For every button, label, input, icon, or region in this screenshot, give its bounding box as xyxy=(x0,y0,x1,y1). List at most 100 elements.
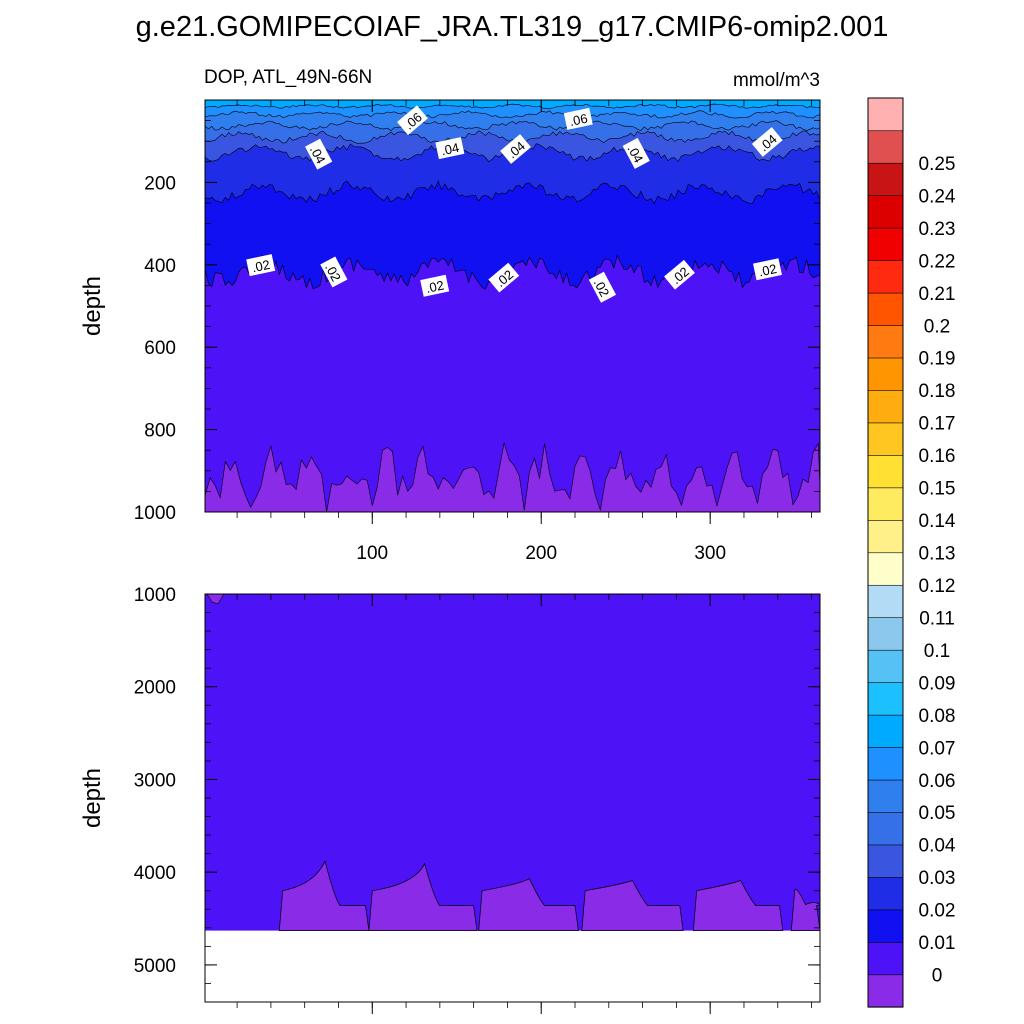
chart-title: g.e21.GOMIPECOIAF_JRA.TL319_g17.CMIP6-om… xyxy=(136,11,889,43)
contour-label: .04 xyxy=(622,137,650,169)
x-tick-label: 300 xyxy=(694,543,726,564)
contour-label-box xyxy=(320,256,348,288)
colorbar-label: 0.08 xyxy=(919,706,956,727)
colorbar-box xyxy=(867,844,904,878)
lower-axes: 1000 2000 3000 4000 5000 xyxy=(134,585,820,1014)
contour-label: .02 xyxy=(320,256,348,288)
contour-label: .02 xyxy=(588,271,617,303)
colorbar-box xyxy=(867,519,904,554)
y-tick-label: 1000 xyxy=(134,503,176,524)
contour-label-box xyxy=(397,105,428,136)
colorbar-box xyxy=(867,714,904,748)
contour-label-box xyxy=(622,137,650,169)
y-tick-label: 4000 xyxy=(134,863,176,884)
colorbar-box xyxy=(867,195,904,229)
y-tick-label: 800 xyxy=(144,421,176,442)
contour-label-text: .02 xyxy=(322,261,344,284)
contour-label: .02 xyxy=(246,254,276,277)
colorbar-label: 0.02 xyxy=(919,901,956,922)
lower-ylabel: depth xyxy=(79,768,106,828)
y-tick-label: 3000 xyxy=(134,770,176,791)
colorbar-box xyxy=(867,292,904,326)
y-tick-label: 1000 xyxy=(134,585,176,606)
colorbar-box xyxy=(867,227,904,261)
contour-label-text: .04 xyxy=(440,140,461,158)
contour-label-text: .04 xyxy=(307,143,329,166)
colorbar-label: 0.05 xyxy=(919,803,956,824)
upper-contour-fills xyxy=(205,100,820,512)
contour-label-box xyxy=(753,258,782,281)
colorbar-box xyxy=(867,909,904,943)
colorbar-box xyxy=(867,584,904,619)
lower-base-fill xyxy=(205,594,820,931)
colorbar-box xyxy=(867,746,904,781)
colorbar-box xyxy=(867,617,904,651)
contour-label: .06 xyxy=(563,107,593,130)
colorbar-label: 0.22 xyxy=(919,251,956,272)
contour-label-text: .02 xyxy=(591,276,613,299)
contour-label-text: .04 xyxy=(624,142,646,165)
contour-label-box xyxy=(751,127,783,157)
colorbar-box xyxy=(867,357,904,391)
contour-label-text: .02 xyxy=(425,277,446,295)
contour-label: .04 xyxy=(435,137,465,160)
y-tick-label: 400 xyxy=(144,256,176,277)
colorbar-box xyxy=(867,811,904,846)
lower-contour-fills xyxy=(205,594,820,931)
colorbar-box xyxy=(867,779,904,813)
colorbar-frame xyxy=(867,97,904,1008)
contour-label-text: .06 xyxy=(568,111,589,129)
contour-label-box xyxy=(420,274,450,297)
colorbar-box xyxy=(867,260,904,294)
colorbar-label: 0.01 xyxy=(919,933,956,954)
colorbar-label: 0.09 xyxy=(919,673,956,694)
colorbar-label: 0.11 xyxy=(919,608,955,629)
colorbar-box xyxy=(867,941,904,976)
y-tick-label: 600 xyxy=(144,338,176,359)
contour-label: .04 xyxy=(305,138,333,170)
colorbar-label: 0.1 xyxy=(924,641,950,662)
corner-zero-fill xyxy=(206,594,225,605)
zero-region-fill xyxy=(205,442,820,512)
contour-label-box xyxy=(500,134,532,164)
colorbar-box xyxy=(867,487,904,521)
band-fill xyxy=(205,254,820,512)
upper-axes: 200 400 600 800 1000 100 200 300 xyxy=(134,99,820,564)
colorbar-label: 0.14 xyxy=(919,511,956,532)
colorbar-label: 0.13 xyxy=(919,544,956,565)
colorbar-label: 0.17 xyxy=(919,414,956,435)
contour-label-box xyxy=(664,259,695,290)
upper-panel: .06.06.04.04.04.04.04.02.02.02.02.02.02.… xyxy=(79,99,821,564)
colorbar-label: 0.15 xyxy=(919,479,956,500)
colorbar-box xyxy=(867,162,904,196)
colorbar-box xyxy=(867,682,904,716)
colorbar-label: 0.21 xyxy=(919,284,956,305)
lower-panel: 1000 2000 3000 4000 5000 depth xyxy=(79,585,821,1014)
colorbar-label: 0.16 xyxy=(919,446,956,467)
colorbar-box xyxy=(867,454,904,489)
contour-label-box xyxy=(435,137,465,160)
contour-label-box xyxy=(588,271,617,303)
colorbar-label: 0.25 xyxy=(919,154,956,175)
x-tick-label: 100 xyxy=(356,543,388,564)
colorbar-box xyxy=(867,97,904,132)
colorbar-box xyxy=(867,389,904,424)
contour-label-text: .02 xyxy=(757,261,778,279)
colorbar-label: 0.12 xyxy=(919,576,956,597)
colorbar-box xyxy=(867,422,904,456)
colorbar-label: 0.23 xyxy=(919,219,956,240)
band-fill xyxy=(205,100,820,109)
x-tick-label: 200 xyxy=(525,543,557,564)
colorbar-label: 0.03 xyxy=(919,868,956,889)
y-tick-label: 2000 xyxy=(134,678,176,699)
contour-label-box xyxy=(563,107,593,130)
colorbar-label: 0 xyxy=(932,966,943,987)
upper-ylabel: depth xyxy=(79,276,106,336)
contour-label-box xyxy=(305,138,333,170)
units-label: mmol/m^3 xyxy=(733,70,820,91)
contour-label-box xyxy=(488,262,520,293)
contour-label: .02 xyxy=(753,258,782,281)
colorbar-box xyxy=(867,649,904,683)
colorbar-box xyxy=(867,876,904,911)
